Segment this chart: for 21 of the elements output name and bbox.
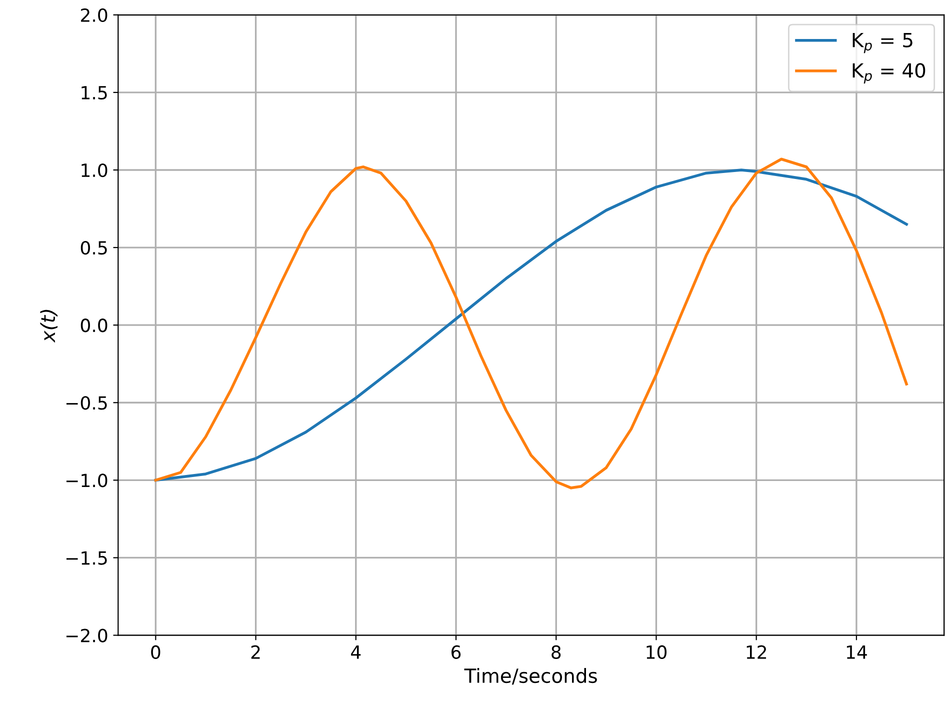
y-tick-label: −1.5 <box>66 551 107 565</box>
x-axis-title: Time/seconds <box>464 668 597 685</box>
legend-label: K$_{p}$ = 5 <box>852 32 912 54</box>
x-tick-label: 2 <box>251 645 260 659</box>
y-tick-label: 1.0 <box>82 163 108 178</box>
y-tick-label: −0.5 <box>66 396 107 410</box>
x-tick-label: 6 <box>452 645 461 659</box>
legend-label: K$_{p}$ = 40 <box>852 63 926 84</box>
y-axis-title: x(t) <box>40 310 58 343</box>
x-tick-label: 8 <box>552 645 561 659</box>
x-tick-label: 0 <box>151 645 160 659</box>
y-tick-label: 1.5 <box>82 86 107 100</box>
y-tick-label: 2.0 <box>81 8 108 22</box>
y-tick-label: −1.0 <box>66 474 108 488</box>
x-tick-label: 12 <box>746 645 766 659</box>
y-tick-label: −2.0 <box>66 628 108 642</box>
y-tick-label: 0.5 <box>80 240 107 255</box>
x-tick-label: 10 <box>646 645 667 659</box>
x-tick-label: 14 <box>846 646 867 659</box>
x-tick-label: 4 <box>351 646 361 659</box>
y-tick-label: 0.0 <box>80 318 108 332</box>
